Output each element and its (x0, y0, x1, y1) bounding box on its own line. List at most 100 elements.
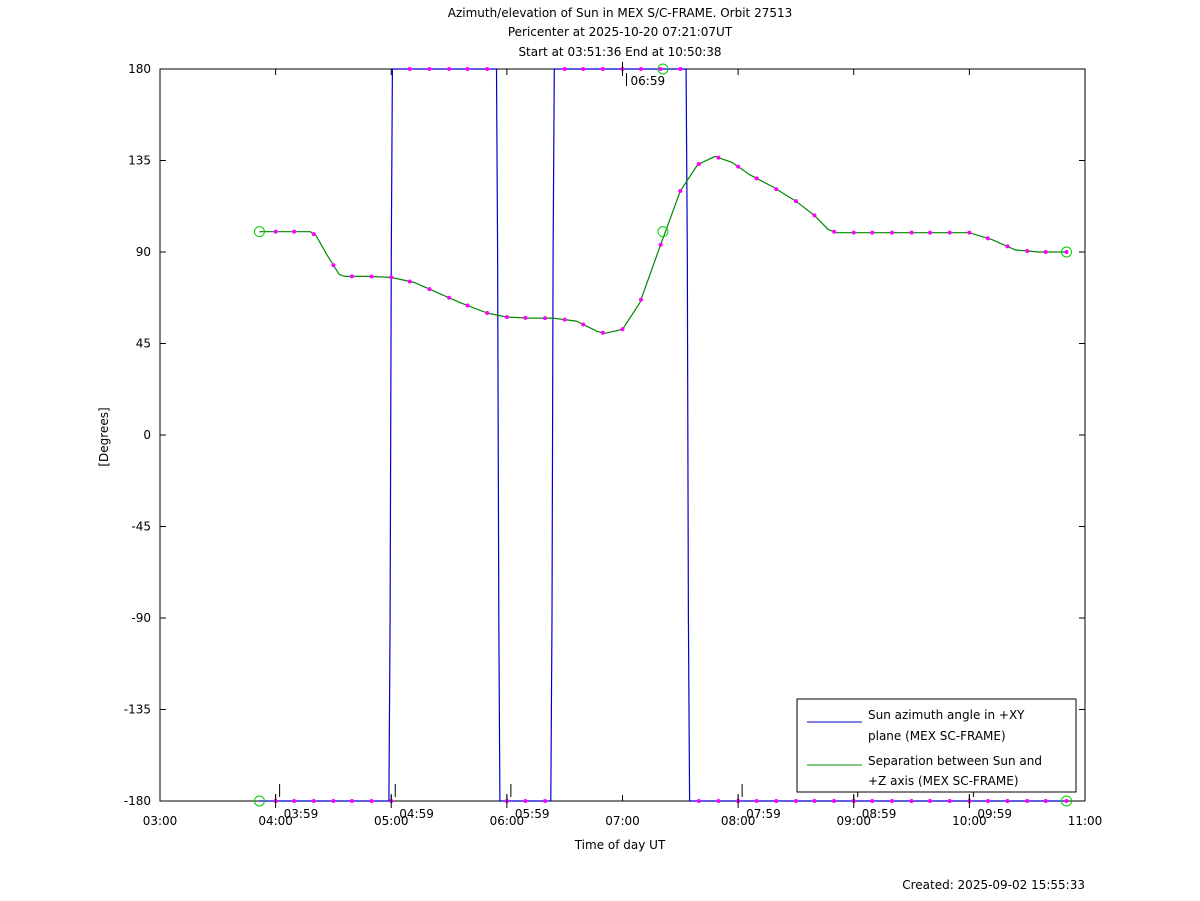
separation-data-point (639, 297, 643, 302)
hour-crossing-label: 03:59 (284, 807, 319, 821)
plot-frame (159, 68, 1086, 802)
separation-data-point (465, 303, 470, 308)
separation-data-point (581, 322, 586, 327)
azimuth-data-point (562, 67, 567, 71)
separation-data-point (928, 230, 933, 235)
hour-crossing-label: 09:59 (977, 807, 1012, 821)
hour-crossing-label: 05:59 (515, 807, 550, 821)
separation-data-point (696, 162, 701, 167)
azimuth-data-point (523, 799, 528, 803)
azimuth-data-point (465, 67, 470, 71)
separation-data-point (447, 295, 452, 300)
azimuth-series-line (259, 68, 1067, 802)
orbit-endpoint-circle (1061, 795, 1072, 807)
legend-label-azimuth-line-1: Sun azimuth angle in +XY (868, 708, 1025, 722)
x-axis-label: Time of day UT (574, 838, 666, 852)
separation-data-point (889, 230, 894, 235)
x-tick-label: 07:00 (605, 814, 640, 828)
azimuth-data-point (311, 799, 316, 803)
azimuth-data-point (1064, 799, 1069, 803)
y-tick-label: 135 (128, 154, 151, 168)
azimuth-data-point (485, 67, 490, 71)
separation-data-point (600, 330, 605, 335)
azimuth-data-point (1005, 799, 1010, 803)
azimuth-data-point (793, 799, 798, 803)
separation-data-point (851, 230, 856, 235)
y-tick-label: 90 (136, 245, 151, 259)
azimuth-data-point (716, 799, 721, 803)
x-tick-label: 10:00 (952, 814, 987, 828)
azimuth-data-point (407, 67, 412, 71)
series-layer (259, 68, 1067, 802)
y-tick-label: -45 (131, 520, 151, 534)
separation-data-point (562, 317, 567, 322)
legend: Sun azimuth angle in +XY plane (MEX SC-F… (796, 698, 1077, 793)
separation-data-point (311, 232, 316, 237)
separation-data-point (909, 230, 914, 235)
azimuth-data-point (369, 799, 374, 803)
azimuth-data-point (889, 799, 894, 803)
x-tick-label: 08:00 (721, 814, 756, 828)
separation-series-line (259, 155, 1067, 334)
separation-data-point (716, 155, 721, 160)
orbit-endpoint-circle (253, 795, 265, 807)
orbit-endpoint-circle (657, 226, 669, 238)
legend-label-separation-line-2: +Z axis (MEX SC-FRAME) (868, 774, 1019, 788)
azimuth-data-point (774, 799, 779, 803)
separation-data-point (407, 279, 412, 284)
azimuth-data-point (639, 67, 643, 71)
y-tick-label: 45 (136, 337, 151, 351)
orbit-endpoint-circle (657, 63, 669, 75)
azimuth-data-point (447, 67, 452, 71)
x-tick-label: 04:00 (258, 814, 293, 828)
azimuth-data-point (909, 799, 914, 803)
separation-data-point (1064, 250, 1069, 254)
azimuth-data-point (331, 799, 336, 803)
separation-data-point (985, 236, 990, 241)
separation-data-point (504, 315, 509, 320)
separation-data-point (543, 316, 548, 321)
separation-data-point (273, 229, 278, 234)
chart-title-line-3: Start at 03:51:36 End at 10:50:38 (518, 45, 721, 59)
azimuth-data-point (543, 799, 548, 803)
separation-data-point (736, 164, 741, 169)
azimuth-data-point (928, 799, 933, 803)
separation-data-point (292, 229, 297, 234)
azimuth-data-point (696, 799, 701, 803)
x-tick-label: 09:00 (836, 814, 871, 828)
legend-box (796, 698, 1077, 793)
legend-label-separation-line-1: Separation between Sun and (868, 754, 1042, 768)
separation-data-point (523, 315, 528, 320)
azimuth-data-point (947, 799, 952, 803)
separation-data-point (832, 229, 837, 234)
azimuth-data-point (985, 799, 990, 803)
x-tick-label: 11:00 (1068, 814, 1103, 828)
azimuth-data-point (600, 67, 605, 71)
separation-data-point (620, 327, 625, 332)
azimuth-data-point (832, 799, 837, 803)
separation-data-point (331, 263, 336, 268)
y-tick-label: -90 (131, 611, 151, 625)
orbit-endpoint-circle (253, 226, 265, 238)
azimuth-data-point (292, 799, 297, 803)
y-tick-label: -135 (124, 703, 151, 717)
y-tick-label: 0 (143, 428, 151, 442)
azimuth-data-point (870, 799, 875, 803)
separation-data-point (947, 230, 952, 235)
separation-data-point (812, 213, 817, 218)
separation-data-point (678, 189, 683, 193)
hour-crossing-label: 06:59 (631, 74, 666, 88)
azimuth-data-point (812, 799, 817, 803)
azimuth-data-point (1025, 799, 1030, 803)
separation-data-point (485, 311, 490, 315)
x-tick-label: 05:00 (374, 814, 409, 828)
separation-data-point (369, 274, 374, 279)
hour-crossing-label: 07:59 (746, 807, 781, 821)
hour-crossing-label: 08:59 (862, 807, 897, 821)
separation-data-point (658, 242, 663, 247)
orbit-endpoint-circle (1061, 246, 1072, 258)
x-tick-label: 06:00 (490, 814, 525, 828)
y-tick-label: -180 (124, 794, 151, 808)
x-tick-label: 03:00 (143, 814, 178, 828)
separation-data-point (1005, 244, 1010, 249)
